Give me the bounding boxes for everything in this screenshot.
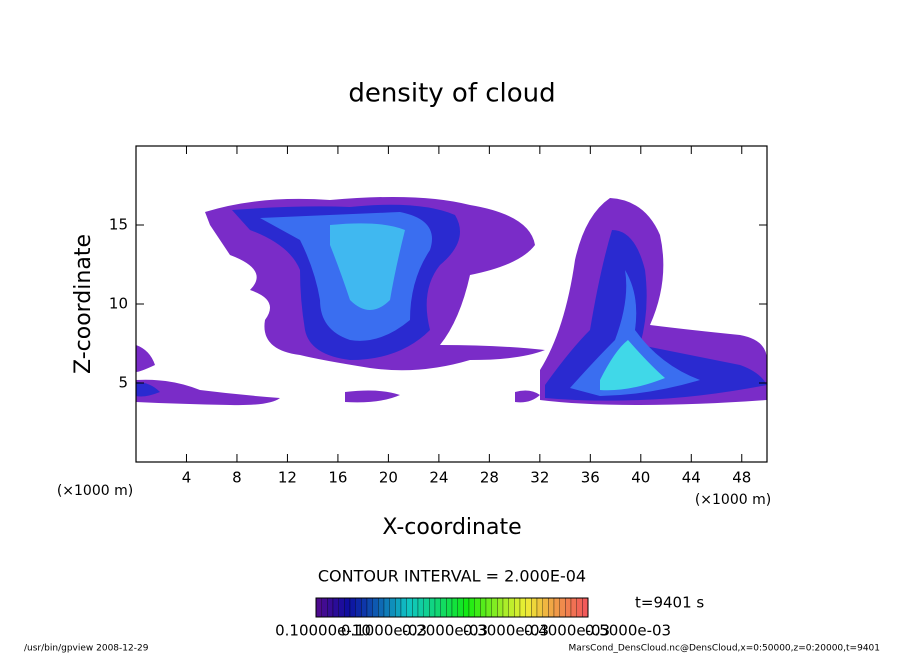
colorbar-label: 0.4000e-03	[524, 622, 610, 640]
colorbar-cell	[491, 597, 498, 618]
colorbar-cell	[446, 597, 453, 618]
colorbar-cell	[361, 597, 368, 618]
colorbar-cell	[400, 597, 407, 618]
colorbar-label: 0.3000e-03	[463, 622, 549, 640]
x-tick-label: 8	[232, 469, 242, 487]
colorbar-cell	[321, 597, 328, 618]
colorbar-cell	[502, 597, 509, 618]
x-tick-label: 28	[480, 469, 499, 487]
x-tick-label: 20	[379, 469, 398, 487]
x-tick-label: 40	[631, 469, 650, 487]
colorbar-cell	[576, 597, 583, 618]
x-tick-label: 32	[530, 469, 549, 487]
colorbar-cell	[582, 597, 589, 618]
y-tick-label: 15	[109, 216, 128, 234]
colorbar-label: 0.10000e-10	[275, 622, 371, 640]
y-tick-label: 10	[109, 295, 128, 313]
colorbar-label: 0.1000e-03	[341, 622, 427, 640]
colorbar-cell	[536, 597, 543, 618]
colorbar-cell	[519, 597, 526, 618]
colorbar-cell	[468, 597, 475, 618]
x-tick-label: 44	[682, 469, 701, 487]
x-tick-label: 48	[732, 469, 751, 487]
colorbar-cell	[565, 597, 572, 618]
colorbar-cell	[412, 597, 419, 618]
colorbar-cell	[474, 597, 481, 618]
y-axis-title: Z-coordinate	[71, 234, 96, 374]
colorbar-cell	[514, 597, 521, 618]
time-label: t=9401 s	[635, 594, 704, 612]
colorbar-cell	[349, 597, 356, 618]
colorbar-cell	[429, 597, 436, 618]
colorbar-cell	[417, 597, 424, 618]
colorbar-cell	[338, 597, 345, 618]
colorbar-cell	[366, 597, 373, 618]
colorbar: 0.10000e-100.1000e-030.2000e-030.3000e-0…	[275, 597, 671, 640]
colorbar-cell	[559, 597, 566, 618]
colorbar-cell	[389, 597, 396, 618]
colorbar-label: 0.5000e-03	[585, 622, 671, 640]
x-unit: (×1000 m)	[695, 492, 771, 508]
colorbar-cell	[327, 597, 334, 618]
y-tick-label: 5	[118, 374, 128, 392]
colorbar-cell	[406, 597, 413, 618]
colorbar-cell	[315, 597, 322, 618]
colorbar-cell	[548, 597, 555, 618]
footer-left: /usr/bin/gpview 2008-12-29	[24, 644, 149, 654]
x-tick-label: 4	[182, 469, 192, 487]
chart-title: density of cloud	[348, 79, 555, 109]
colorbar-cell	[553, 597, 560, 618]
x-unit: (×1000 m)	[57, 483, 133, 499]
colorbar-cell	[440, 597, 447, 618]
colorbar-cell	[463, 597, 470, 618]
colorbar-cell	[378, 597, 385, 618]
colorbar-cell	[344, 597, 351, 618]
colorbar-cell	[525, 597, 532, 618]
colorbar-cell	[485, 597, 492, 618]
colorbar-cell	[531, 597, 538, 618]
colorbar-cell	[451, 597, 458, 618]
colorbar-cell	[457, 597, 464, 618]
colorbar-cell	[434, 597, 441, 618]
colorbar-cell	[383, 597, 390, 618]
x-tick-label: 12	[278, 469, 297, 487]
colorbar-cell	[395, 597, 402, 618]
colorbar-cell	[355, 597, 362, 618]
colorbar-cell	[332, 597, 339, 618]
colorbar-cell	[508, 597, 515, 618]
colorbar-cell	[372, 597, 379, 618]
colorbar-cell	[423, 597, 430, 618]
cloud-field	[136, 196, 767, 406]
colorbar-label: 0.2000e-03	[402, 622, 488, 640]
colorbar-frame	[315, 597, 589, 618]
x-axis-title: X-coordinate	[382, 515, 521, 540]
colorbar-cell	[570, 597, 577, 618]
x-tick-label: 24	[429, 469, 448, 487]
colorbar-cell	[480, 597, 487, 618]
footer-right: MarsCond_DensCloud.nc@DensCloud,x=0:5000…	[569, 644, 881, 654]
x-tick-label: 36	[581, 469, 600, 487]
x-tick-label: 16	[328, 469, 347, 487]
colorbar-cell	[497, 597, 504, 618]
colorbar-cell	[542, 597, 549, 618]
contour-interval: CONTOUR INTERVAL = 2.000E-04	[318, 567, 586, 586]
